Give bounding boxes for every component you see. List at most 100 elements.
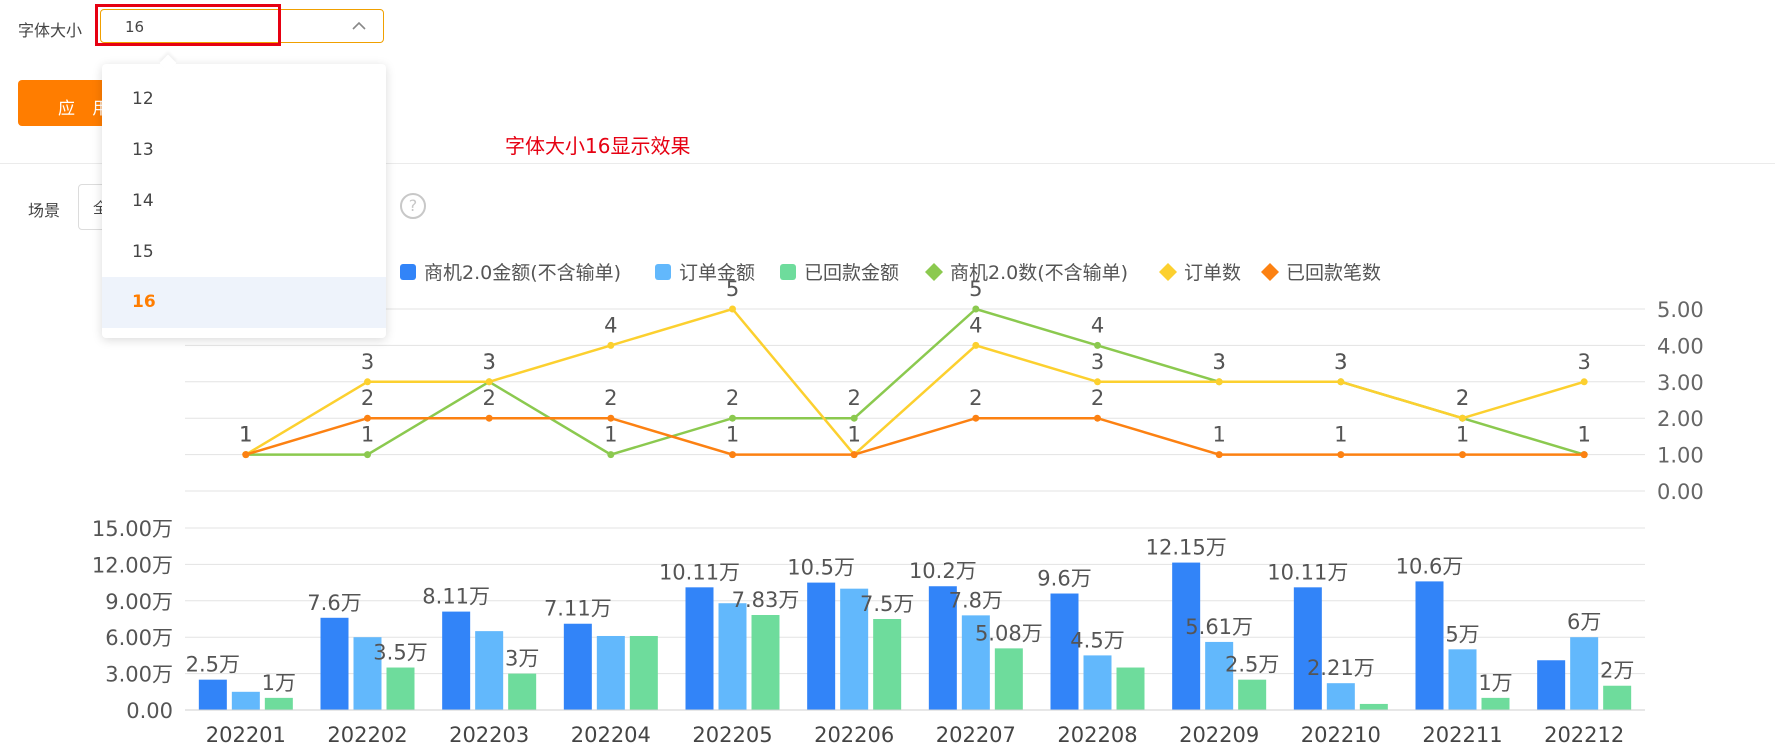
- line-data-label: 3: [1091, 350, 1104, 374]
- x-tick-label: 202204: [571, 723, 651, 747]
- dropdown-option-14[interactable]: 14: [132, 191, 154, 211]
- line-data-label: 2: [726, 386, 739, 410]
- bar: [320, 617, 349, 710]
- legend-marker: [780, 264, 796, 280]
- font-size-select[interactable]: 16: [100, 9, 384, 43]
- line-data-label: 2: [361, 386, 374, 410]
- dropdown-option-13[interactable]: 13: [132, 140, 154, 160]
- divider: [0, 163, 1775, 164]
- line-point: [1459, 451, 1466, 459]
- line-y-tick: 5.00: [1657, 298, 1704, 322]
- bar: [442, 611, 471, 710]
- bar-data-label: 7.83万: [732, 588, 800, 612]
- bar: [873, 619, 902, 710]
- bar: [1293, 587, 1322, 710]
- line-point: [364, 414, 371, 422]
- line-point: [364, 451, 371, 459]
- line-data-label: 1: [361, 423, 374, 447]
- line-point: [607, 414, 615, 422]
- bar: [475, 631, 504, 710]
- bar-data-label: 3.5万: [373, 641, 427, 665]
- line-data-label: 2: [969, 386, 982, 410]
- bar: [961, 615, 990, 710]
- chevron-up-icon: [352, 21, 366, 30]
- font-size-dropdown: 12 13 14 15 16: [102, 54, 386, 338]
- bar-data-label: 2.5万: [1225, 653, 1279, 677]
- line-data-label: 2: [604, 386, 617, 410]
- bar-data-label: 4.5万: [1070, 628, 1124, 652]
- bar-data-label: 5.61万: [1185, 615, 1253, 639]
- dropdown-option-12[interactable]: 12: [132, 89, 154, 109]
- bar: [994, 648, 1023, 710]
- line-data-label: 1: [1456, 423, 1469, 447]
- bar: [1448, 649, 1477, 710]
- bar-data-label: 10.6万: [1396, 554, 1464, 578]
- bar-data-label: 8.11万: [422, 585, 490, 609]
- line-data-label: 1: [726, 423, 739, 447]
- bar-data-label: 5.08万: [975, 621, 1043, 645]
- bar-data-label: 10.11万: [1267, 560, 1348, 584]
- font-size-select-value: 16: [125, 18, 145, 36]
- line-data-label: 1: [1334, 423, 1347, 447]
- bar: [718, 603, 747, 710]
- line-data-label: 3: [1212, 350, 1225, 374]
- line-data-label: 1: [239, 423, 252, 447]
- legend-label: 已回款金额: [804, 262, 899, 284]
- line-data-label: 2: [482, 386, 495, 410]
- x-tick-label: 202203: [449, 723, 529, 747]
- x-tick-label: 202210: [1301, 723, 1381, 747]
- bar: [1172, 562, 1201, 710]
- bar: [1481, 697, 1510, 710]
- bar: [353, 637, 382, 710]
- line-point: [364, 378, 371, 386]
- bar-data-label: 2万: [1600, 659, 1634, 683]
- bar: [1415, 581, 1444, 710]
- x-tick-label: 202205: [692, 723, 772, 747]
- bar-data-label: 7.5万: [860, 592, 914, 616]
- line-data-label: 5: [969, 277, 982, 301]
- bar: [807, 582, 836, 710]
- line-point: [1337, 451, 1345, 459]
- x-tick-label: 202201: [206, 723, 286, 747]
- line-data-label: 5: [726, 277, 739, 301]
- line-data-label: 3: [1577, 350, 1590, 374]
- bar-data-label: 10.11万: [659, 560, 740, 584]
- bar-data-label: 7.11万: [544, 597, 612, 621]
- line-point: [1094, 341, 1101, 349]
- bar: [928, 586, 957, 710]
- line-y-tick: 3.00: [1657, 371, 1704, 395]
- line-point: [850, 451, 858, 459]
- legend-label: 商机2.0数(不含输单): [950, 262, 1128, 284]
- bar-data-label: 5万: [1445, 622, 1479, 646]
- line-point: [1580, 451, 1588, 459]
- bar: [1238, 679, 1267, 710]
- line-point: [607, 451, 615, 459]
- line-data-label: 2: [1456, 386, 1469, 410]
- line-data-label: 4: [1091, 313, 1104, 337]
- help-icon[interactable]: ?: [400, 193, 426, 219]
- bar-data-label: 1万: [1478, 671, 1512, 695]
- line-data-label: 3: [1334, 350, 1347, 374]
- line-data-label: 3: [1334, 350, 1347, 374]
- bar-data-label: 1万: [262, 671, 296, 695]
- bar: [563, 623, 592, 710]
- scene-label: 场景: [28, 201, 61, 220]
- dropdown-option-16[interactable]: 16: [102, 277, 386, 328]
- bar: [1326, 683, 1355, 710]
- bar-data-label: 9.6万: [1037, 567, 1091, 591]
- bar-y-tick: 6.00万: [105, 626, 173, 650]
- line-data-label: 3: [482, 350, 495, 374]
- line-point: [1215, 378, 1223, 386]
- line-data-label: 1: [1577, 423, 1590, 447]
- line-point: [1094, 414, 1101, 422]
- dropdown-option-15[interactable]: 15: [132, 242, 154, 262]
- line-data-label: 1: [847, 423, 860, 447]
- line-point: [485, 378, 493, 386]
- bar: [1359, 703, 1388, 710]
- bar: [1083, 655, 1112, 710]
- annotation-note: 字体大小16显示效果: [505, 134, 691, 158]
- line-point: [607, 341, 615, 349]
- line-data-label: 1: [604, 423, 617, 447]
- bar: [1116, 667, 1145, 710]
